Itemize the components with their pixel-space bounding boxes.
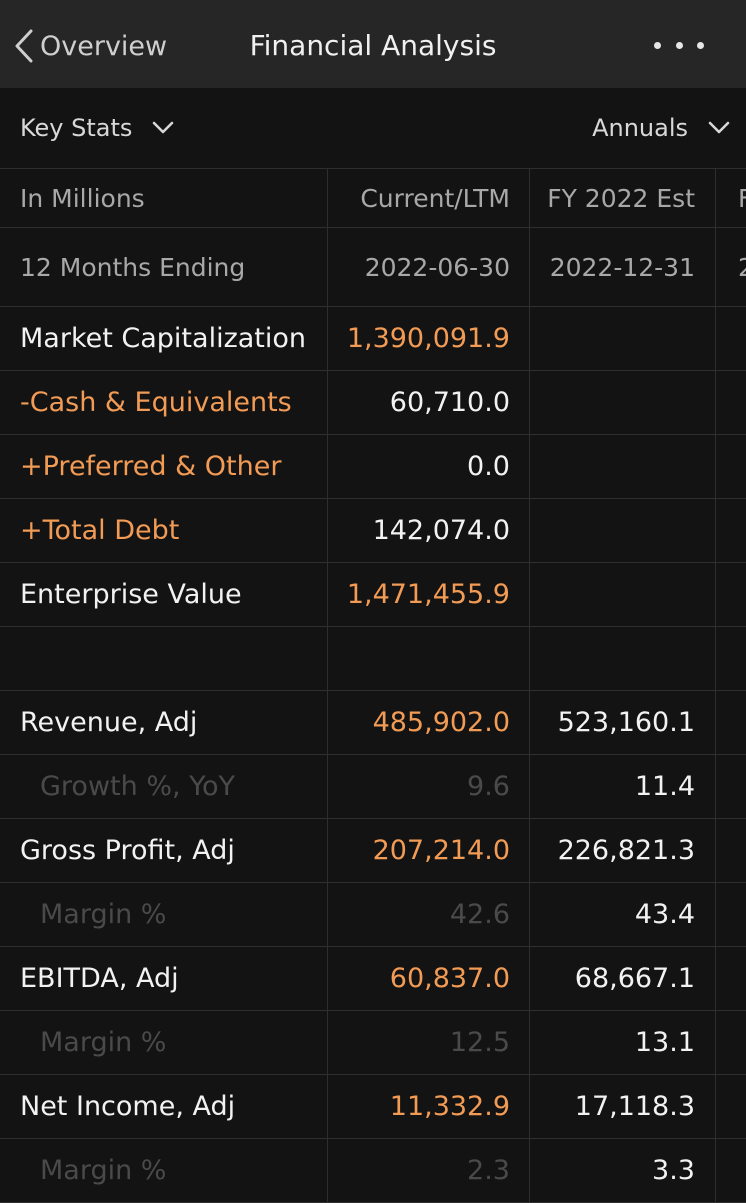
financial-table: In Millions Current/LTM FY 2022 Est F 12…: [0, 169, 746, 1203]
row-label: +Total Debt: [20, 515, 180, 546]
more-dot-icon: [675, 41, 683, 49]
row-label: Growth %, YoY: [40, 771, 236, 802]
current-value: 1,390,091.9: [327, 307, 528, 370]
next-period-value: [715, 1075, 746, 1138]
back-button[interactable]: Overview: [14, 24, 167, 68]
table-row[interactable]: Growth %, YoY 9.6 11.4: [0, 755, 746, 819]
column-header: Current/LTM: [327, 169, 528, 227]
current-value: 12.5: [327, 1011, 528, 1074]
row-label: Enterprise Value: [20, 579, 242, 610]
next-period-value: [715, 755, 746, 818]
table-row[interactable]: Margin % 2.3 3.3: [0, 1139, 746, 1203]
current-value: 0.0: [327, 435, 528, 498]
period-label: Annuals: [592, 114, 688, 142]
table-row[interactable]: Enterprise Value 1,471,455.9: [0, 563, 746, 627]
table-row[interactable]: Revenue, Adj 485,902.0 523,160.1: [0, 691, 746, 755]
more-dot-icon: [654, 41, 661, 49]
row-label: Revenue, Adj: [20, 707, 198, 738]
fy-estimate-value: [529, 435, 715, 498]
row-label: EBITDA, Adj: [20, 963, 179, 994]
fy-estimate-value: 68,667.1: [529, 947, 715, 1010]
current-value: 42.6: [327, 883, 528, 946]
period-end-date: 2022-06-30: [327, 228, 528, 306]
column-header: In Millions: [20, 183, 145, 213]
current-value: 142,074.0: [327, 499, 528, 562]
table-row[interactable]: EBITDA, Adj 60,837.0 68,667.1: [0, 947, 746, 1011]
back-label: Overview: [40, 30, 168, 62]
row-label: Market Capitalization: [20, 323, 307, 354]
table-row[interactable]: Margin % 42.6 43.4: [0, 883, 746, 947]
selector-bar: Key Stats Annuals: [0, 88, 746, 169]
period-end-date: 2: [715, 228, 746, 306]
chevron-left-icon: [15, 29, 33, 63]
next-period-value: [715, 499, 746, 562]
period-end-date: 2022-12-31: [529, 228, 715, 306]
key-stats-label: Key Stats: [20, 114, 133, 142]
more-options-button[interactable]: [654, 30, 704, 60]
fy-estimate-value: 3.3: [529, 1139, 715, 1202]
table-row[interactable]: +Preferred & Other 0.0: [0, 435, 746, 499]
period-end-label: 12 Months Ending: [20, 252, 246, 282]
next-period-value: [715, 627, 746, 690]
current-value: 11,332.9: [327, 1075, 528, 1138]
fy-estimate-value: [529, 307, 715, 370]
next-period-value: [715, 563, 746, 626]
navigation-bar: Overview Financial Analysis: [0, 0, 746, 88]
row-label: Net Income, Adj: [20, 1091, 236, 1122]
current-value: 2.3: [327, 1139, 528, 1202]
chevron-down-icon: [708, 121, 730, 134]
table-row[interactable]: Market Capitalization 1,390,091.9: [0, 307, 746, 371]
chevron-down-icon: [153, 121, 174, 134]
column-header: F: [715, 169, 746, 227]
next-period-value: [715, 947, 746, 1010]
current-value: 9.6: [327, 755, 528, 818]
more-dot-icon: [697, 41, 704, 49]
fy-estimate-value: 11.4: [529, 755, 715, 818]
row-label: Gross Profit, Adj: [20, 835, 235, 866]
next-period-value: [715, 1139, 746, 1202]
current-value: 60,837.0: [327, 947, 528, 1010]
fy-estimate-value: [529, 499, 715, 562]
row-label: -Cash & Equivalents: [20, 387, 292, 418]
fy-estimate-value: [529, 627, 715, 690]
row-label: Margin %: [40, 1027, 167, 1058]
table-row[interactable]: +Total Debt 142,074.0: [0, 499, 746, 563]
current-value: 60,710.0: [327, 371, 528, 434]
table-row[interactable]: Gross Profit, Adj 207,214.0 226,821.3: [0, 819, 746, 883]
row-label: [20, 627, 326, 690]
table-row: [0, 627, 746, 691]
next-period-value: [715, 307, 746, 370]
row-label: Margin %: [40, 1155, 167, 1186]
current-value: 1,471,455.9: [327, 563, 528, 626]
row-label: Margin %: [40, 899, 167, 930]
fy-estimate-value: [529, 371, 715, 434]
next-period-value: [715, 819, 746, 882]
fy-estimate-value: [529, 563, 715, 626]
fy-estimate-value: 43.4: [529, 883, 715, 946]
period-end-row: 12 Months Ending 2022-06-30 2022-12-31 2: [0, 228, 746, 307]
row-label: +Preferred & Other: [20, 451, 282, 482]
period-dropdown[interactable]: Annuals: [592, 88, 730, 168]
fy-estimate-value: 523,160.1: [529, 691, 715, 754]
next-period-value: [715, 883, 746, 946]
current-value: [327, 627, 528, 690]
fy-estimate-value: 17,118.3: [529, 1075, 715, 1138]
table-header-row: In Millions Current/LTM FY 2022 Est F: [0, 169, 746, 228]
next-period-value: [715, 371, 746, 434]
column-header: FY 2022 Est: [529, 169, 715, 227]
current-value: 207,214.0: [327, 819, 528, 882]
table-row[interactable]: Margin % 12.5 13.1: [0, 1011, 746, 1075]
next-period-value: [715, 435, 746, 498]
table-row[interactable]: -Cash & Equivalents 60,710.0: [0, 371, 746, 435]
next-period-value: [715, 691, 746, 754]
key-stats-dropdown[interactable]: Key Stats: [20, 88, 174, 168]
table-row[interactable]: Net Income, Adj 11,332.9 17,118.3: [0, 1075, 746, 1139]
fy-estimate-value: 226,821.3: [529, 819, 715, 882]
next-period-value: [715, 1011, 746, 1074]
current-value: 485,902.0: [327, 691, 528, 754]
fy-estimate-value: 13.1: [529, 1011, 715, 1074]
